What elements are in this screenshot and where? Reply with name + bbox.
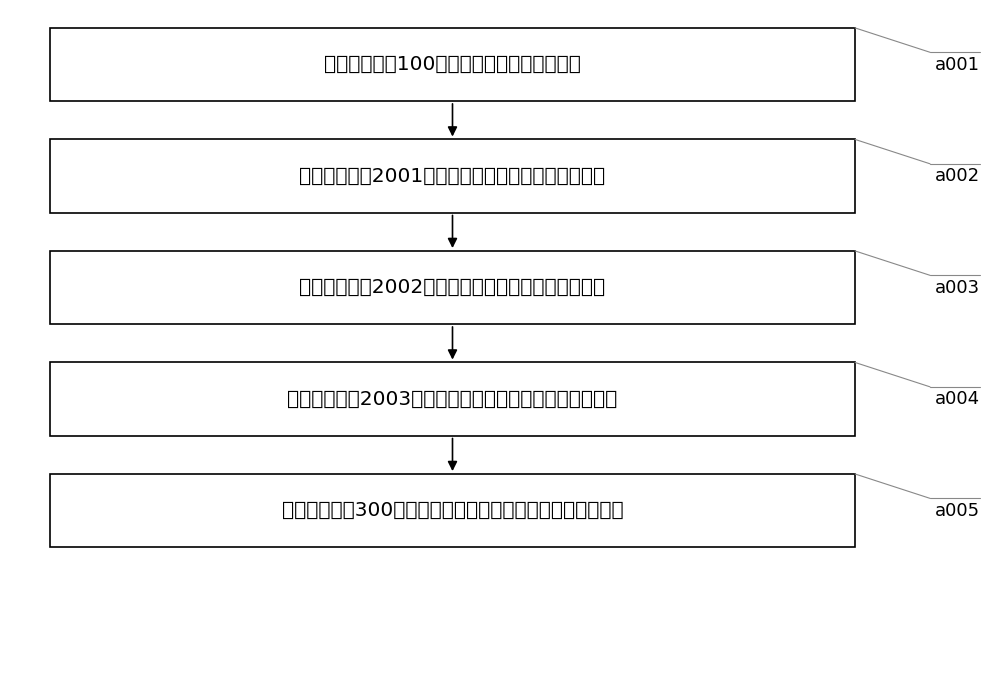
Text: 有源滤波电路2003对放大后的信号进行二阶有源滤波处理: 有源滤波电路2003对放大后的信号进行二阶有源滤波处理 [287, 390, 618, 408]
Text: 信号放大电路2002对无源滤波后的信号进行放大处理: 信号放大电路2002对无源滤波后的信号进行放大处理 [299, 278, 606, 297]
Text: 后期处理单元300对滤波后的信号进行转换、解释、存储操作: 后期处理单元300对滤波后的信号进行转换、解释、存储操作 [282, 501, 623, 520]
Bar [50, 362, 855, 436]
Bar [50, 474, 855, 547]
Bar [50, 28, 855, 101]
Bar [50, 139, 855, 213]
Text: a003: a003 [935, 279, 980, 297]
Text: 无源滤波电路2001对测量信号进行二阶无源滤波处理: 无源滤波电路2001对测量信号进行二阶无源滤波处理 [299, 167, 606, 185]
Text: a005: a005 [935, 502, 980, 520]
Text: a002: a002 [935, 167, 980, 185]
Text: a001: a001 [935, 56, 980, 74]
Bar [50, 251, 855, 324]
Text: a004: a004 [935, 390, 980, 408]
Text: 井下测量单元100实时测量井下工程参数信息: 井下测量单元100实时测量井下工程参数信息 [324, 55, 581, 74]
